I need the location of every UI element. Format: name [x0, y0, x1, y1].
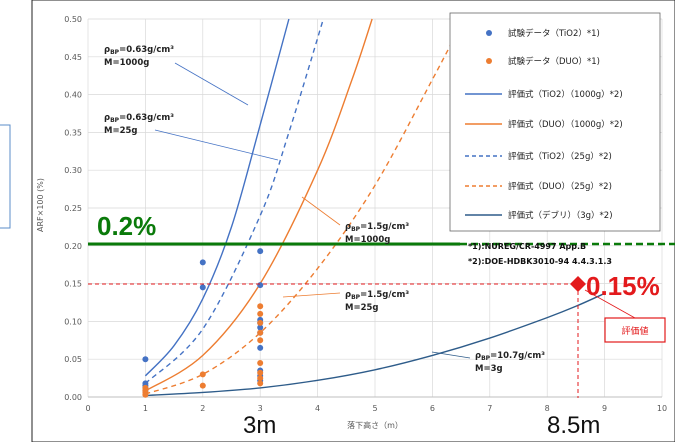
leader-a5 — [431, 351, 471, 359]
data-point-series-0 — [257, 324, 264, 331]
green-threshold-label: 0.2% — [97, 211, 156, 241]
legend-duo-25: 評価式（DUO）（25g）*2) — [508, 181, 612, 192]
curve-series-4 — [144, 18, 325, 384]
leader-a3 — [301, 196, 341, 226]
legend-duo-data: 試験データ（DUO）*1) — [508, 56, 600, 67]
data-point-series-0 — [257, 282, 264, 289]
curve-series-6 — [145, 292, 605, 397]
legend: 試験データ（TiO2）*1) 試験データ（DUO）*1) 評価式（TiO2）（1… — [449, 12, 661, 232]
data-point-series-0 — [257, 344, 264, 351]
data-point-series-1 — [199, 382, 206, 389]
y-tick-label: 0.30 — [64, 166, 82, 175]
curve-series-2 — [144, 18, 290, 377]
y-tick-label: 0.25 — [64, 204, 82, 213]
curve-series-3 — [145, 18, 373, 392]
legend-box — [449, 12, 661, 232]
data-point-series-0 — [199, 259, 206, 266]
curves — [144, 18, 605, 397]
x-tick-label: 10 — [657, 404, 667, 413]
x-tick-label: 6 — [430, 404, 435, 413]
legend-marker-tio2-data — [486, 30, 492, 36]
y-tick-label: 0.20 — [64, 242, 82, 251]
x-tick-label: 2 — [200, 404, 205, 413]
data-point-series-1 — [257, 359, 264, 366]
y-tick-labels: 0.00 0.05 0.10 0.15 0.20 0.25 0.30 0.35 0.40 0.45… — [64, 15, 82, 402]
legend-marker-duo-data — [486, 58, 492, 64]
legend-tio2-1000: 評価式（TiO2）（1000g）*2) — [508, 89, 623, 100]
red-threshold-label: 0.15% — [586, 271, 660, 301]
x-tick-label: 9 — [602, 404, 607, 413]
ref-2: *2):DOE-HDBK3010-94 4.4.3.1.3 — [468, 257, 612, 266]
legend-duo-1000: 評価式（DUO）（1000g）*2) — [508, 119, 623, 130]
ref-1: *1):NUREG/CR-4997 App.B — [468, 242, 586, 251]
x-callout-8-5m: 8.5m — [547, 412, 600, 439]
y-tick-label: 0.05 — [64, 355, 82, 364]
annotation-a5: ρBP=10.7g/cm³ M=3g — [475, 351, 548, 374]
curve-series-5 — [145, 18, 465, 395]
y-tick-label: 0.45 — [64, 53, 82, 62]
data-point-series-1 — [257, 319, 264, 326]
x-axis-label: 落下高さ（m） — [347, 420, 403, 430]
data-point-series-1 — [257, 310, 264, 317]
left-frame-fragment — [0, 124, 11, 229]
x-tick-label: 8 — [545, 404, 550, 413]
annotation-a2: ρBP=0.63g/cm³ M=25g — [104, 113, 177, 136]
annotation-a4: ρBP=1.5g/cm³ M=25g — [345, 290, 412, 313]
x-callout-3m: 3m — [243, 412, 276, 439]
data-point-series-1 — [142, 391, 149, 398]
data-point-series-1 — [257, 380, 264, 387]
x-tick-label: 4 — [315, 404, 320, 413]
evaluation-label-box — [604, 317, 666, 343]
y-tick-label: 0.50 — [64, 15, 82, 24]
data-point-series-0 — [199, 284, 206, 291]
annotation-a1: ρBP=0.63g/cm³ M=1000g — [104, 45, 177, 68]
y-tick-label: 0.40 — [64, 91, 82, 100]
leader-a4 — [282, 292, 341, 298]
data-point-series-1 — [257, 375, 264, 382]
leader-a2 — [154, 129, 279, 161]
data-point-series-1 — [257, 337, 264, 344]
y-tick-label: 0.00 — [64, 393, 82, 402]
legend-tio2-data: 試験データ（TiO2）*1) — [508, 28, 600, 39]
data-point-series-0 — [257, 248, 264, 255]
data-point-series-0 — [142, 356, 149, 363]
y-tick-label: 0.15 — [64, 280, 82, 289]
y-axis-label: ARF×100 (%) — [36, 178, 45, 232]
y-tick-label: 0.10 — [64, 317, 82, 326]
legend-debris: 評価式（デブリ）（3g）*2) — [508, 210, 613, 221]
x-tick-label: 3 — [258, 404, 263, 413]
x-tick-label: 5 — [372, 404, 377, 413]
x-tick-label: 7 — [487, 404, 492, 413]
y-tick-label: 0.35 — [64, 128, 82, 137]
x-tick-label: 0 — [85, 404, 90, 413]
data-point-series-1 — [257, 329, 264, 336]
x-tick-label: 1 — [143, 404, 148, 413]
data-points — [142, 248, 264, 398]
leader-a1 — [174, 62, 249, 106]
legend-tio2-25: 評価式（TiO2）（25g）*2) — [508, 151, 612, 162]
x-tick-labels: 0 1 2 3 4 5 6 7 8 9 10 — [85, 404, 667, 413]
data-point-series-1 — [199, 371, 206, 378]
data-point-series-1 — [257, 303, 264, 310]
annotation-a3: ρBP=1.5g/cm³ M=1000g — [345, 222, 412, 245]
evaluation-leader — [584, 289, 636, 319]
data-point-series-1 — [257, 369, 264, 376]
evaluation-point-marker — [570, 276, 586, 292]
evaluation-label: 評価値 — [621, 325, 648, 337]
